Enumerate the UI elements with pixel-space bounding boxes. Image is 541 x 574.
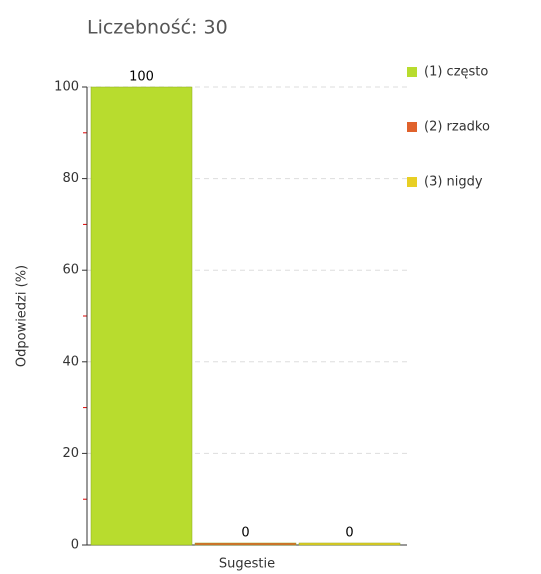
data-label: 100 [129, 70, 154, 85]
data-label: 0 [241, 526, 249, 541]
y-axis-label: Odpowiedzi (%) [15, 265, 30, 367]
y-tick-label: 60 [62, 263, 79, 278]
data-label: 0 [345, 526, 353, 541]
x-tick-label: Sugestie [219, 557, 275, 572]
legend-swatch [407, 177, 417, 187]
legend-label: (1) często [424, 65, 488, 80]
bar [298, 542, 401, 546]
y-tick-label: 100 [54, 80, 79, 95]
legend-label: (3) nigdy [424, 175, 483, 190]
bar [194, 542, 297, 546]
bar [90, 86, 193, 546]
legend-swatch [407, 67, 417, 77]
y-tick-label: 0 [71, 538, 79, 553]
legend-swatch [407, 122, 417, 132]
y-tick-label: 20 [62, 446, 79, 461]
chart-title: Liczebność: 30 [87, 17, 228, 39]
y-tick-label: 40 [62, 354, 79, 369]
legend-label: (2) rzadko [424, 120, 490, 135]
y-tick-label: 80 [62, 171, 79, 186]
